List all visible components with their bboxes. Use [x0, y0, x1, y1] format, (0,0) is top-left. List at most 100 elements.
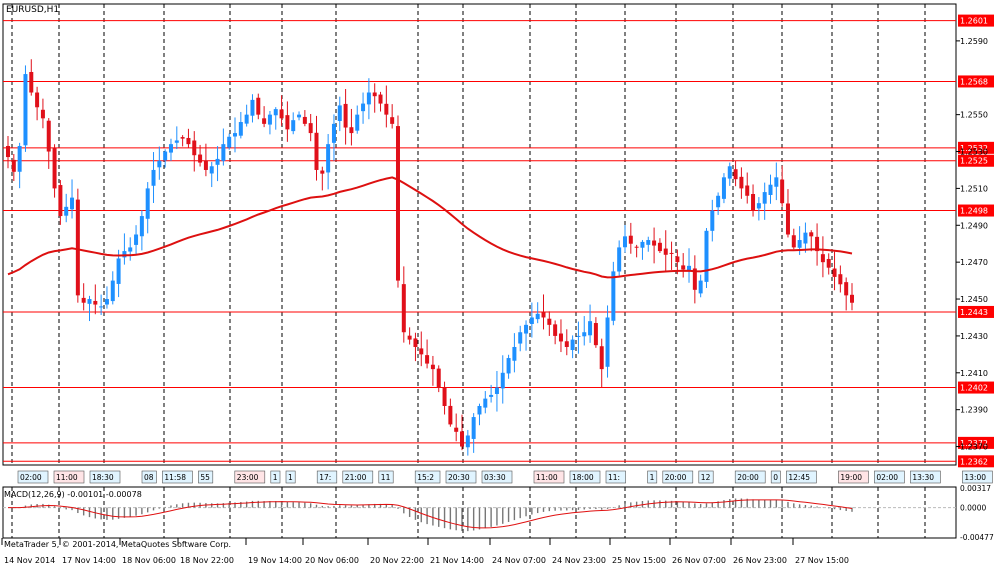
- candle-body: [820, 254, 825, 263]
- candle-body: [81, 297, 86, 303]
- time-tag-label: 11: [381, 473, 391, 482]
- candle-body: [570, 339, 575, 351]
- candle-body: [233, 133, 238, 137]
- candle-body: [35, 92, 40, 108]
- candle-body: [52, 148, 57, 189]
- time-tag-label: 1: [273, 473, 278, 482]
- candle-body: [198, 154, 203, 163]
- time-tag-box: [378, 470, 394, 484]
- candle-body: [721, 177, 726, 199]
- price-level-tag: [958, 154, 994, 167]
- chart-background: [2, 3, 957, 539]
- candle-body: [745, 185, 750, 196]
- time-tag-label: 13:30: [912, 473, 934, 482]
- candle-body: [361, 103, 366, 112]
- price-level-label: 1.2532: [960, 144, 988, 153]
- time-tag-box: [270, 470, 281, 484]
- candle-body: [23, 74, 28, 146]
- y-tick-label: 1.2510: [960, 184, 988, 193]
- candle-body: [58, 185, 63, 217]
- price-level-label: 1.2568: [960, 77, 988, 86]
- macd-tick-label: 0.00317: [960, 484, 991, 493]
- y-tick-label: 1.2530: [960, 148, 988, 157]
- candle-body: [634, 246, 639, 248]
- candle-body: [64, 206, 69, 216]
- candle-body: [727, 166, 732, 179]
- candle-body: [646, 240, 651, 245]
- candle-body: [564, 341, 569, 347]
- time-tag-label: 20:30: [448, 473, 470, 482]
- time-tag-label: 21:00: [345, 473, 367, 482]
- candle-body: [372, 92, 377, 97]
- time-tag-box: [285, 470, 296, 484]
- candle-body: [733, 169, 738, 180]
- candle-body: [11, 159, 16, 172]
- candle-body: [401, 284, 406, 333]
- time-tag-box: [786, 470, 817, 484]
- candle-body: [320, 170, 325, 174]
- time-tag-box: [533, 470, 565, 484]
- x-tick-label: 18 Nov 22:00: [180, 556, 234, 565]
- candle-body: [395, 126, 400, 281]
- candle-body: [116, 258, 121, 284]
- x-tick-label: 26 Nov 23:00: [733, 556, 787, 565]
- candle-body: [227, 136, 232, 148]
- candle-body: [250, 99, 255, 116]
- time-tag-label: 18:30: [92, 473, 114, 482]
- price-level-label: 1.2402: [960, 384, 988, 393]
- candle-body: [285, 115, 290, 130]
- x-tick-label: 27 Nov 15:00: [795, 556, 849, 565]
- candle-body: [145, 188, 150, 219]
- candle-body: [221, 144, 226, 161]
- candles: [6, 59, 854, 456]
- time-tag-box: [910, 470, 941, 484]
- candle-body: [70, 197, 75, 210]
- price-level-tag: [958, 204, 994, 217]
- candle-body: [494, 387, 499, 394]
- candle-body: [436, 368, 441, 388]
- candle-body: [104, 299, 109, 305]
- candle-body: [477, 405, 482, 415]
- price-level-label: 1.2525: [960, 157, 988, 166]
- candle-body: [471, 417, 476, 439]
- macd-tick-label: 0.0000: [960, 504, 986, 513]
- candle-body: [168, 144, 173, 153]
- candle-body: [93, 300, 98, 305]
- candle-body: [349, 127, 354, 134]
- candle-body: [518, 332, 523, 344]
- candle-body: [558, 333, 563, 342]
- candle-body: [663, 248, 668, 255]
- time-tag-label: 11:: [608, 473, 620, 482]
- x-tick-label: 18 Nov 06:00: [122, 556, 176, 565]
- time-tag-box: [770, 470, 781, 484]
- candle-body: [46, 120, 51, 152]
- candle-body: [209, 166, 214, 174]
- y-tick-label: 1.2450: [960, 295, 988, 304]
- candle-body: [791, 235, 796, 248]
- candle-body: [99, 306, 104, 308]
- candle-body: [611, 271, 616, 321]
- candle-body: [337, 105, 342, 122]
- candle-body: [692, 268, 697, 290]
- time-tag-box: [962, 470, 993, 484]
- time-tag-box: [874, 470, 905, 484]
- candle-body: [17, 145, 22, 172]
- candle-body: [302, 116, 307, 124]
- moving-average-line: [7, 176, 853, 279]
- price-level-tag: [958, 14, 994, 27]
- symbol-label: EURUSD,H1: [6, 5, 59, 15]
- candle-body: [425, 355, 430, 364]
- candle-body: [547, 318, 552, 325]
- y-tick-label: 1.2470: [960, 258, 988, 267]
- candle-body: [378, 94, 383, 104]
- time-tag-box: [698, 470, 714, 484]
- candle-body: [751, 194, 756, 211]
- candle-body: [762, 192, 767, 204]
- candle-body: [29, 71, 34, 93]
- candle-body: [640, 241, 645, 248]
- candle-body: [163, 151, 168, 161]
- main-plot-frame: [2, 3, 957, 466]
- candle-body: [681, 265, 686, 270]
- candle-body: [215, 158, 220, 165]
- candle-body: [87, 299, 92, 304]
